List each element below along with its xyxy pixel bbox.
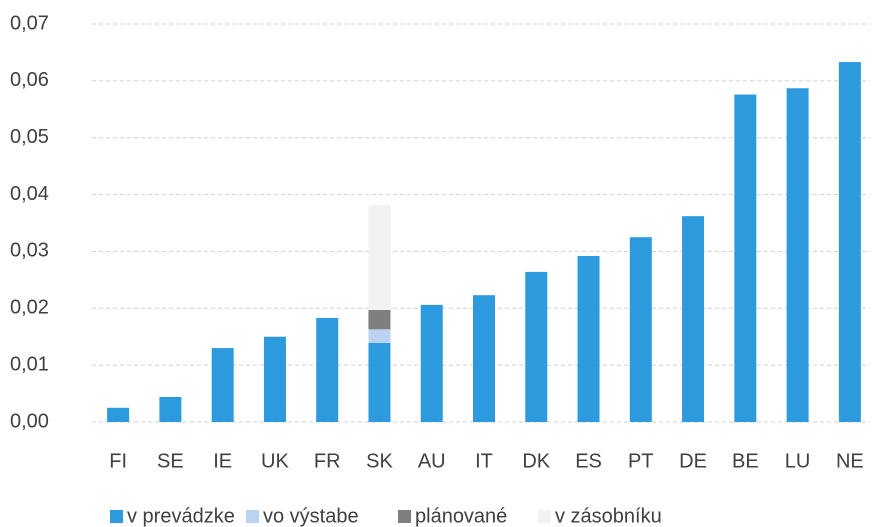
y-tick-label: 0,02: [10, 297, 49, 319]
x-tick-label: IT: [475, 450, 493, 472]
bar: [473, 295, 495, 422]
x-tick-label: UK: [261, 450, 289, 472]
bar: [368, 342, 391, 422]
bar: [368, 329, 391, 343]
y-tick-label: 0,03: [10, 240, 49, 262]
x-tick-label: LU: [785, 450, 811, 472]
x-tick-label: FI: [109, 450, 127, 472]
y-tick-label: 0,01: [10, 353, 49, 375]
legend-swatch: [246, 510, 259, 523]
x-tick-label: SE: [157, 450, 184, 472]
bar: [577, 255, 600, 422]
legend-swatch: [398, 510, 411, 523]
x-tick-label: BE: [732, 450, 759, 472]
bar: [525, 271, 548, 422]
bar: [838, 62, 861, 422]
x-tick-label: PT: [628, 450, 654, 472]
legend-label: v prevádzke: [127, 505, 235, 527]
legend-label: vo výstabe: [263, 505, 359, 527]
legend-swatch: [538, 510, 551, 523]
y-tick-label: 0,07: [10, 12, 49, 34]
bar: [420, 304, 443, 422]
legend-swatch: [110, 510, 123, 523]
bar: [629, 237, 652, 422]
bar: [734, 94, 757, 422]
bar: [107, 407, 130, 422]
x-tick-label: DK: [522, 450, 550, 472]
y-tick-label: 0,06: [10, 69, 49, 91]
legend-label: v zásobníku: [555, 505, 662, 527]
x-tick-label: AU: [418, 450, 446, 472]
x-tick-label: FR: [314, 450, 341, 472]
y-tick-label: 0,04: [10, 183, 49, 205]
bar: [159, 396, 182, 422]
bar: [368, 309, 391, 330]
x-tick-label: IE: [213, 450, 232, 472]
x-tick-label: SK: [366, 450, 393, 472]
x-tick-label: NE: [836, 450, 864, 472]
legend-label: plánované: [415, 505, 507, 527]
x-tick-label: ES: [575, 450, 602, 472]
bar: [316, 317, 339, 422]
bar: [263, 336, 286, 422]
y-tick-label: 0,05: [10, 126, 49, 148]
bar: [682, 216, 705, 422]
bar: [786, 88, 809, 423]
bar: [368, 205, 391, 310]
y-tick-label: 0,00: [10, 410, 49, 432]
bar: [211, 348, 234, 422]
x-tick-label: DE: [679, 450, 707, 472]
